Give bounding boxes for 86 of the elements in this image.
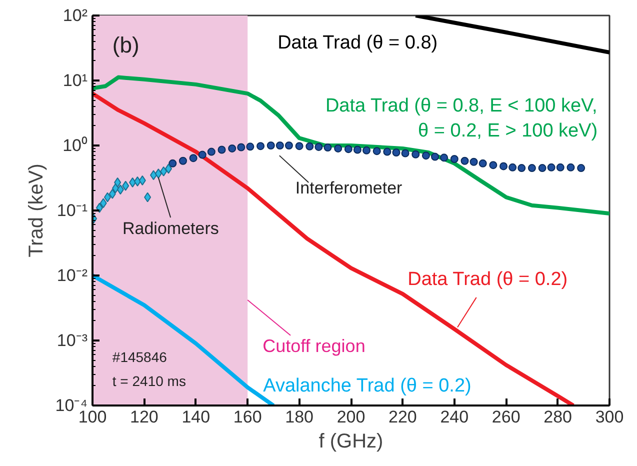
- point: [122, 180, 130, 191]
- point: [450, 155, 458, 163]
- point: [284, 142, 293, 150]
- point: [412, 150, 420, 158]
- point: [508, 163, 517, 172]
- point: [168, 159, 177, 168]
- series-label: Interferometer: [295, 178, 403, 198]
- point: [500, 162, 508, 170]
- point: [518, 164, 526, 172]
- point: [334, 144, 342, 152]
- point: [134, 176, 141, 186]
- x-tick-label: 120: [130, 408, 158, 426]
- annotation: (b): [112, 32, 140, 58]
- point: [401, 149, 410, 158]
- series-label: Avalanche Trad (θ = 0.2): [263, 375, 472, 396]
- annotation: #145846: [112, 348, 168, 365]
- point: [470, 158, 478, 166]
- series-label: Data Trad (θ = 0.8, E < 100 keV, θ = 0.2, E > 100 keV): [325, 95, 598, 142]
- point: [114, 177, 122, 188]
- point: [528, 164, 536, 172]
- point: [256, 142, 265, 150]
- point: [324, 144, 332, 152]
- point: [314, 142, 323, 151]
- point: [228, 144, 236, 152]
- series-label: Radiometers: [122, 218, 219, 238]
- line-series: [92, 75, 610, 216]
- point: [344, 145, 352, 154]
- y-tick-label: 10⁻¹: [56, 201, 88, 220]
- point: [566, 163, 575, 172]
- point: [383, 148, 392, 156]
- point: [460, 156, 469, 165]
- x-tick-label: 160: [233, 408, 262, 426]
- point: [218, 146, 226, 154]
- point: [129, 177, 136, 188]
- x-tick-label: 140: [182, 408, 210, 426]
- annotation: t = 2410 ms: [112, 372, 186, 389]
- series-label: Data Trad (θ = 0.8): [278, 32, 438, 54]
- point: [306, 142, 314, 150]
- point: [138, 175, 146, 186]
- x-axis-title: f (GHz): [318, 430, 384, 452]
- point: [96, 202, 103, 213]
- point: [577, 164, 586, 172]
- x-tick-label: 280: [544, 408, 572, 426]
- point: [422, 152, 430, 160]
- x-tick-label: 300: [595, 408, 624, 426]
- point: [489, 161, 498, 170]
- point: [392, 148, 400, 157]
- point: [178, 156, 187, 165]
- point: [198, 150, 206, 159]
- x-tick-label: 200: [336, 408, 366, 426]
- point: [150, 170, 158, 180]
- point: [266, 142, 275, 150]
- x-tick-label: 180: [285, 408, 314, 426]
- point: [276, 142, 284, 150]
- point: [237, 143, 246, 152]
- y-axis-title: Trad (keV): [25, 164, 48, 258]
- point: [144, 192, 152, 202]
- point: [431, 152, 440, 161]
- point: [478, 159, 487, 168]
- point: [538, 164, 546, 172]
- x-tick-label: 260: [492, 408, 520, 426]
- point: [556, 163, 564, 172]
- point: [246, 142, 254, 151]
- y-tick-label: 10⁻³: [56, 331, 88, 350]
- point: [372, 147, 381, 156]
- point: [207, 148, 216, 156]
- y-tick-label: 10⁻²: [56, 266, 88, 285]
- point: [108, 188, 116, 199]
- point: [116, 184, 124, 195]
- x-tick-label: 240: [440, 408, 469, 426]
- point: [295, 142, 304, 150]
- point: [104, 192, 111, 202]
- point: [440, 154, 448, 162]
- point: [154, 168, 162, 179]
- point: [547, 163, 556, 172]
- series-label: Data Trad (θ = 0.2): [408, 268, 568, 290]
- y-tick-label: 10¹: [62, 71, 88, 90]
- point: [100, 198, 107, 208]
- band-label: Cutoff region: [262, 336, 366, 356]
- y-tick-label: 10²: [62, 6, 88, 25]
- point: [362, 146, 371, 154]
- point: [160, 166, 168, 176]
- y-tick-label: 10⁰: [62, 136, 88, 155]
- x-tick-label: 220: [388, 408, 417, 426]
- point: [189, 154, 198, 162]
- point: [353, 146, 362, 154]
